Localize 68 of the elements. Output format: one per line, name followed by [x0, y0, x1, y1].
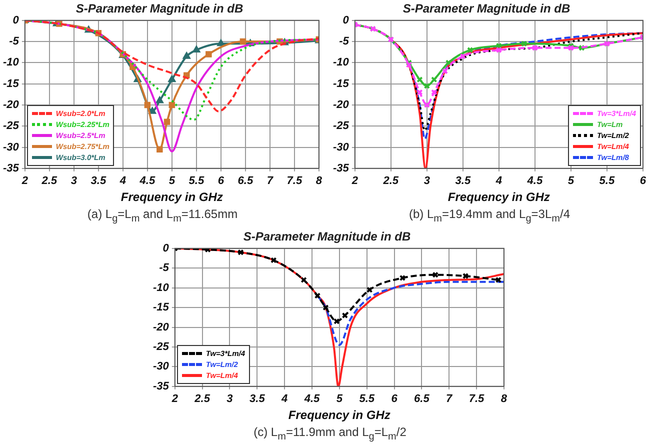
- y-tick-label: 0: [342, 14, 350, 26]
- text: (a) L$_{g}$=L$_{m}$ and L$_{m}$=11.65mm: [86, 207, 239, 224]
- chart-title: S-Parameter Magnitude in dB: [402, 2, 571, 16]
- y-tick-label: -30: [2, 141, 20, 154]
- y-tick-label: -35: [152, 380, 170, 392]
- x-tick-label: 2: [350, 175, 358, 188]
- x-axis-title: Frequency in GHz: [288, 408, 390, 422]
- y-tick-label: -5: [159, 262, 170, 274]
- x-tick-label: 7.5: [468, 393, 486, 406]
- y-tick-label: -15: [332, 78, 350, 90]
- y-tick-label: 0: [162, 242, 170, 254]
- x-tick-label: 3: [424, 175, 430, 188]
- x-tick-label: 2.5: [40, 175, 58, 188]
- x-tick-label: 6.5: [238, 175, 254, 188]
- x-tick-label: 6: [391, 393, 398, 406]
- x-tick-label: 6: [640, 175, 647, 188]
- x-tick-label: 4: [280, 393, 288, 406]
- x-tick-label: 6.5: [414, 393, 430, 406]
- x-tick-label: 6: [218, 175, 225, 188]
- y-tick-label: -5: [339, 36, 350, 48]
- x-tick-label: 5: [336, 393, 344, 406]
- x-tick-label: 7.5: [286, 175, 303, 188]
- y-tick-label: -20: [2, 99, 20, 112]
- y-tick-label: -10: [2, 56, 20, 69]
- x-tick-label: 3.5: [250, 393, 266, 406]
- x-tick-label: 4: [118, 175, 126, 188]
- x-tick-label: 7: [266, 175, 274, 188]
- x-tick-label: 2: [20, 175, 28, 188]
- y-tick-label: -20: [152, 321, 170, 334]
- x-tick-label: 8: [316, 175, 323, 188]
- y-tick-label: 0: [12, 14, 20, 26]
- x-tick-label: 4.5: [138, 175, 156, 188]
- x-tick-label: 3: [70, 175, 77, 188]
- x-tick-label: 5.5: [188, 175, 205, 188]
- y-tick-label: -30: [332, 141, 350, 154]
- x-tick-label: 3.5: [455, 175, 472, 188]
- chart-title: S-Parameter Magnitude in dB: [243, 230, 412, 244]
- x-tick-label: 5.5: [359, 393, 376, 406]
- y-tick-label: -15: [2, 78, 20, 90]
- x-axis-title: Frequency in GHz: [448, 190, 550, 204]
- x-tick-label: 4: [494, 175, 502, 188]
- x-tick-label: 5.5: [599, 175, 616, 188]
- x-tick-label: 3: [226, 393, 233, 406]
- x-axis-title: Frequency in GHz: [120, 190, 223, 204]
- x-tick-label: 5: [168, 175, 176, 188]
- y-tick-label: -25: [332, 120, 350, 132]
- x-tick-label: 8: [500, 393, 508, 406]
- y-tick-label: -15: [152, 302, 170, 314]
- chart-title: S-Parameter Magnitude in dB: [76, 2, 244, 16]
- x-tick-label: 2: [170, 393, 178, 406]
- y-tick-label: -35: [2, 162, 20, 174]
- text: (b) L$_{m}$=19.4mm and L$_{g}$=3L$_{m}$/4: [408, 207, 572, 224]
- x-tick-label: 7: [446, 393, 454, 406]
- x-tick-label: 4.5: [303, 393, 321, 406]
- y-tick-label: -30: [152, 360, 170, 373]
- y-tick-label: -10: [332, 56, 350, 69]
- y-tick-label: -35: [332, 162, 350, 174]
- y-tick-label: -20: [332, 99, 350, 112]
- text: (c) L$_{m}$=11.9mm and L$_{g}$=L$_{m}$/2: [252, 425, 408, 442]
- x-tick-label: 2.5: [382, 175, 400, 188]
- x-tick-label: 3.5: [90, 175, 107, 188]
- x-tick-label: 2.5: [194, 393, 211, 406]
- x-tick-label: 5: [568, 175, 575, 188]
- y-tick-label: -25: [2, 120, 20, 132]
- y-tick-label: -25: [152, 341, 170, 354]
- y-tick-label: -5: [9, 36, 20, 48]
- x-tick-label: 4.5: [526, 175, 544, 188]
- y-tick-label: -10: [152, 282, 170, 294]
